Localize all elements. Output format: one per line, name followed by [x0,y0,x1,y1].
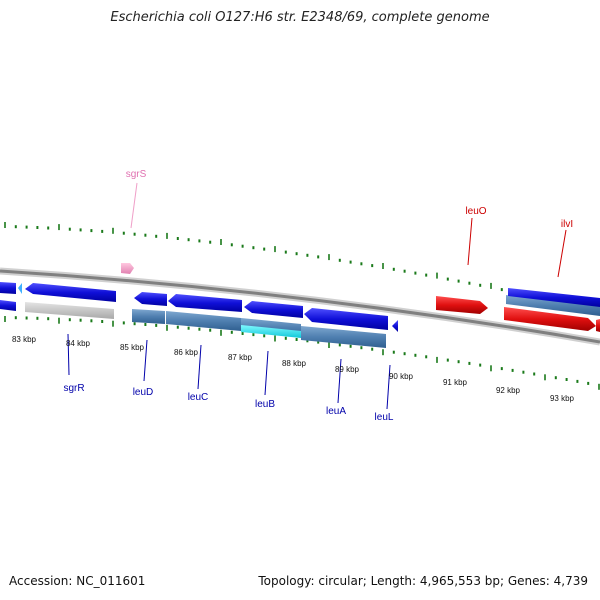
gene-feature-left-2[interactable] [18,283,22,294]
gene-label-leuO[interactable]: leuO [465,206,486,217]
sgrS-feature[interactable] [121,263,134,274]
ilvI-feature[interactable] [504,307,596,331]
scale-label: 93 kbp [550,394,575,403]
gene-label-leuB[interactable]: leuB [255,399,275,410]
right-red-feature[interactable] [596,319,600,332]
accession-text: Accession: NC_011601 [9,574,146,588]
scale-label: 88 kbp [282,359,307,368]
gene-label-leuL[interactable]: leuL [375,412,394,423]
leuC-leader [197,344,202,390]
ilvI-leader [557,229,567,278]
gene-labels: sgrS leuO ilvI sgrR leuD leuC leuB leuA … [63,169,573,423]
leuA-leader [337,358,342,404]
leuC-feature[interactable] [168,294,242,312]
scale-labels: 83 kbp 84 kbp 85 kbp 86 kbp 87 kbp 88 kb… [12,335,575,403]
leuB-cyan-feature[interactable] [241,325,301,338]
sgrR-gray-feature[interactable] [25,302,114,319]
genome-summary-text: Topology: circular; Length: 4,965,553 bp… [258,574,588,588]
leuA-cds[interactable] [301,326,386,348]
scale-label: 92 kbp [496,386,521,395]
sgrR-leader [67,333,70,376]
scale-label: 87 kbp [228,353,253,362]
gene-label-sgrR[interactable]: sgrR [63,383,84,394]
outer-tick-ring [4,222,600,312]
leuD-feature[interactable] [134,292,167,306]
leuL-leader [386,364,391,410]
gene-label-leuC[interactable]: leuC [188,392,209,403]
inner-tick-ring [4,316,600,390]
scale-label: 91 kbp [443,378,468,387]
scale-label: 86 kbp [174,348,199,357]
scale-label: 84 kbp [66,339,91,348]
scale-label: 89 kbp [335,365,360,374]
scale-label: 90 kbp [389,372,414,381]
sgrR-feature[interactable] [25,283,116,302]
gene-feature-left-3[interactable] [0,300,16,311]
leuB-feature[interactable] [244,301,303,318]
ilv-steel-feature[interactable] [506,295,600,316]
leuC-cds[interactable] [166,311,241,331]
ilv-blue-feature[interactable] [508,288,600,307]
leuA-feature[interactable] [304,308,388,330]
leuD-cds[interactable] [132,309,165,324]
gene-feature-left-1[interactable] [0,282,16,294]
gene-label-leuD[interactable]: leuD [133,387,154,398]
sgrS-leader [130,182,138,229]
leuL-feature[interactable] [392,320,398,332]
scale-label: 83 kbp [12,335,37,344]
leuO-leader [467,217,473,266]
gene-label-sgrS[interactable]: sgrS [126,169,147,180]
gene-label-leuA[interactable]: leuA [326,406,346,417]
map-title: Escherichia coli O127:H6 str. E2348/69, … [110,10,490,25]
scale-label: 85 kbp [120,343,145,352]
leuO-feature[interactable] [436,296,488,314]
gene-label-ilvI[interactable]: ilvI [561,219,573,230]
leuB-leader [264,350,269,396]
leuD-leader [143,339,148,382]
genome-backbone-line [0,269,600,344]
